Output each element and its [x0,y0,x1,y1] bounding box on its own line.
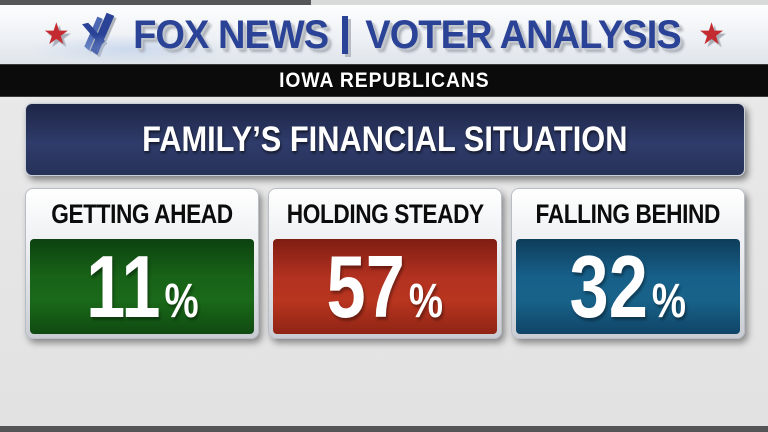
category-label: GETTING AHEAD [51,198,233,229]
percent-number: 32 [569,236,649,336]
percent-sign: % [409,274,444,328]
header-banner: ★ FOX NEWS VOTER ANALYSIS ★ [0,5,768,64]
percent-number: 57 [326,236,406,336]
divider-bar [342,15,349,54]
fox-searchlight-icon [81,12,117,57]
fox-news-wordmark: FOX NEWS [132,12,329,57]
top-letterbox-strip-dark [0,0,311,5]
question-banner: FAMILY’S FINANCIAL SITUATION [25,103,745,176]
question-title: FAMILY’S FINANCIAL SITUATION [142,119,628,159]
stat-value-box: 11 % [30,239,254,334]
stat-value: 57 % [326,236,444,336]
percent-sign: % [652,274,687,328]
star-icon-left: ★ [42,17,70,51]
stat-value: 11 % [85,236,199,336]
percent-number: 11 [85,236,161,336]
audience-bar: IOWA REPUBLICANS [0,64,768,97]
stat-card-getting-ahead: GETTING AHEAD 11 % [25,188,259,339]
stat-value-box: 32 % [516,239,740,334]
stat-card-falling-behind: FALLING BEHIND 32 % [511,188,745,339]
audience-label: IOWA REPUBLICANS [278,68,490,92]
star-icon-right: ★ [698,17,726,51]
percent-sign: % [164,274,199,328]
category-label: FALLING BEHIND [535,198,721,229]
stat-value-box: 57 % [273,239,497,334]
top-letterbox-strip [0,0,768,5]
voter-analysis-title: VOTER ANALYSIS [365,12,681,57]
stat-card-label: GETTING AHEAD [26,189,258,239]
bottom-letterbox-strip [0,426,768,432]
stat-card-label: FALLING BEHIND [512,189,744,239]
stat-card-label: HOLDING STEADY [269,189,501,239]
category-label: HOLDING STEADY [286,198,484,229]
stat-value: 32 % [569,236,687,336]
stat-card-holding-steady: HOLDING STEADY 57 % [268,188,502,339]
